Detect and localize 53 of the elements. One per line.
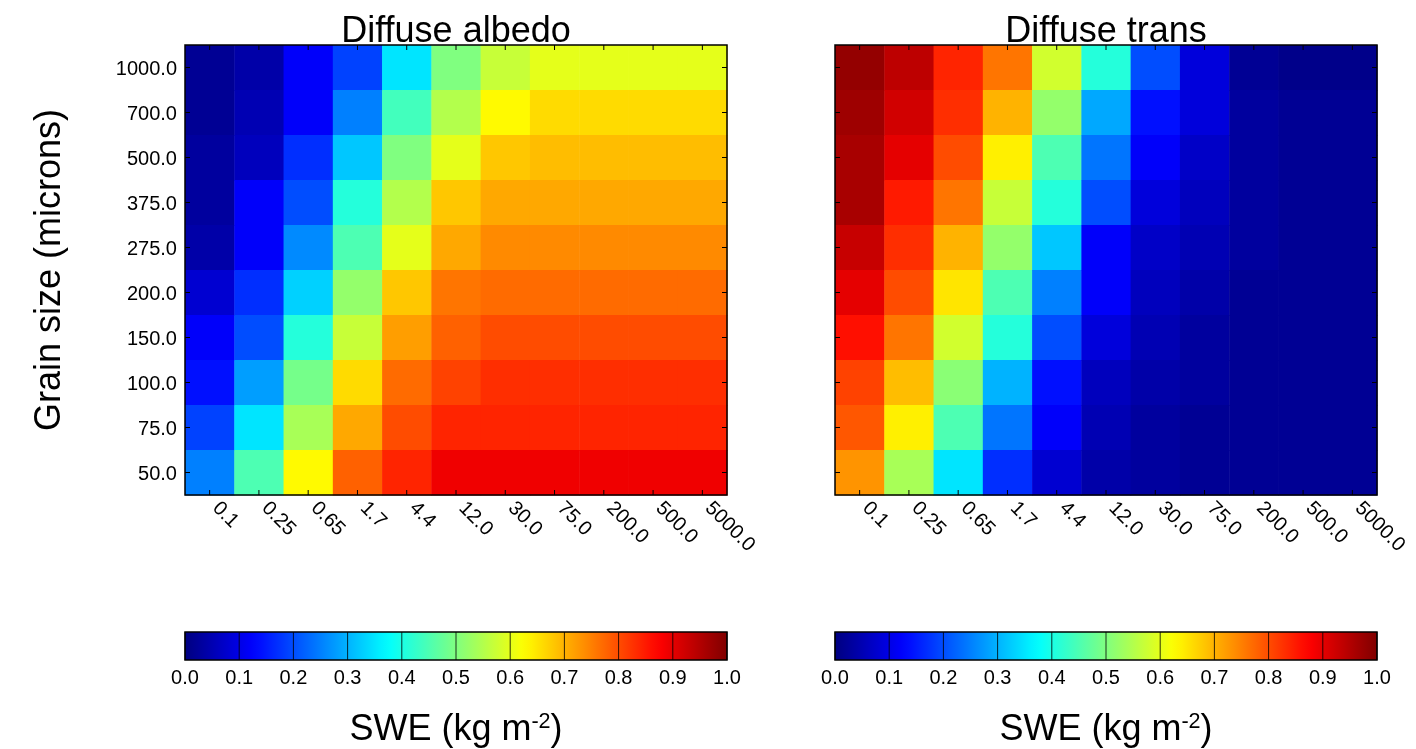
x-tick-label: 4.4 bbox=[405, 496, 442, 532]
color-bar-label: 0.9 bbox=[658, 666, 687, 688]
x-tick-label: 0.65 bbox=[957, 496, 1001, 540]
color-bar-label: 0.4 bbox=[1037, 666, 1066, 688]
color-bar-label: 0.9 bbox=[1308, 666, 1337, 688]
x-tick-label: 30.0 bbox=[1154, 496, 1198, 540]
color-bar-label: 0.7 bbox=[550, 666, 579, 688]
color-bar-label: 0.6 bbox=[1146, 666, 1175, 688]
x-tick-label: 12.0 bbox=[1105, 496, 1149, 540]
color-bar-label: 0.5 bbox=[1092, 666, 1120, 688]
color-bar-label: 0.3 bbox=[333, 666, 362, 688]
x-tick-label: 75.0 bbox=[553, 496, 597, 540]
chart-title: Diffuse trans bbox=[1005, 9, 1207, 50]
x-tick-label: 1.7 bbox=[356, 496, 392, 532]
x-tick-label: 4.4 bbox=[1055, 496, 1092, 532]
color-bar-label: 0.0 bbox=[821, 666, 849, 688]
color-bar-label: 0.6 bbox=[496, 666, 525, 688]
color-bar-label: 0.2 bbox=[279, 666, 308, 688]
color-bar-title: SWE (kg m$^{-2}$) bbox=[999, 707, 1213, 748]
y-tick-label: 150.0 bbox=[126, 326, 177, 349]
color-bar-label: 0.7 bbox=[1200, 666, 1229, 688]
y-tick-label: 75.0 bbox=[138, 416, 177, 439]
x-tick-label: 12.0 bbox=[455, 496, 499, 540]
y-tick-label: 700.0 bbox=[126, 101, 177, 124]
color-bar-label: 1.0 bbox=[1363, 666, 1391, 688]
x-tick-label: 1.7 bbox=[1006, 496, 1042, 532]
chart-title: Diffuse albedo bbox=[341, 9, 571, 50]
y-tick-label: 275.0 bbox=[126, 236, 177, 259]
x-tick-label: 75.0 bbox=[1203, 496, 1247, 540]
color-bar-label: 0.3 bbox=[983, 666, 1012, 688]
x-tick-label: 0.65 bbox=[307, 496, 351, 540]
y-axis-title: Grain size (microns) bbox=[27, 108, 68, 432]
color-bar-title: SWE (kg m$^{-2}$) bbox=[349, 707, 563, 748]
color-bar-label: 0.5 bbox=[442, 666, 470, 688]
x-tick-label: 0.1 bbox=[208, 496, 245, 532]
color-bar-label: 0.0 bbox=[171, 666, 199, 688]
color-bar-label: 0.1 bbox=[225, 666, 254, 688]
x-tick-label: 0.25 bbox=[258, 496, 302, 540]
y-tick-label: 1000.0 bbox=[115, 56, 177, 79]
x-tick-label: 0.1 bbox=[858, 496, 895, 532]
x-tick-label: 30.0 bbox=[504, 496, 548, 540]
color-bar-label: 1.0 bbox=[713, 666, 741, 688]
y-tick-label: 500.0 bbox=[126, 146, 177, 169]
color-bar-label: 0.2 bbox=[929, 666, 958, 688]
color-bar-label: 0.1 bbox=[875, 666, 904, 688]
y-tick-label: 200.0 bbox=[126, 281, 177, 304]
x-tick-label: 0.25 bbox=[908, 496, 952, 540]
color-bar-label: 0.8 bbox=[604, 666, 633, 688]
y-tick-label: 100.0 bbox=[126, 371, 177, 394]
color-bar-label: 0.4 bbox=[387, 666, 416, 688]
y-tick-label: 50.0 bbox=[138, 461, 177, 484]
color-bar-label: 0.8 bbox=[1254, 666, 1283, 688]
y-tick-label: 375.0 bbox=[126, 191, 177, 214]
